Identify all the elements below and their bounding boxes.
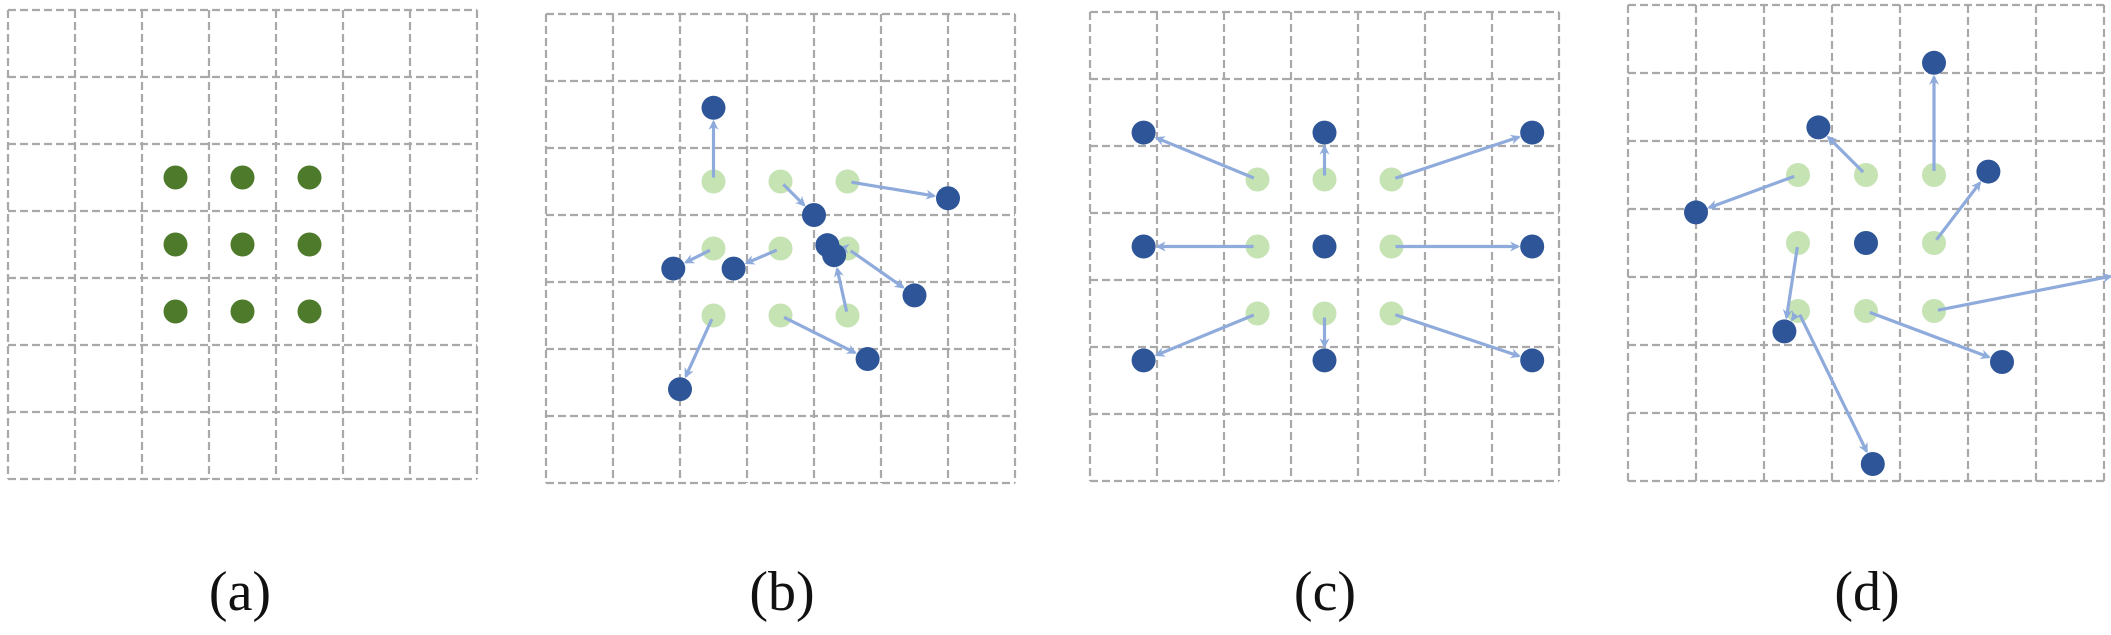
original-sampling-point (701, 169, 726, 194)
original-sampling-point (1312, 167, 1337, 192)
offset-sampling-point (1520, 234, 1545, 259)
offset-arrow (1937, 272, 2111, 312)
offset-arrow (1707, 174, 1795, 210)
offset-arrow (1798, 313, 1869, 454)
offset-arrow (744, 248, 778, 265)
offset-sampling-point (936, 186, 960, 211)
sampling-point (163, 299, 188, 324)
offset-arrow (851, 180, 937, 200)
offset-arrow (684, 248, 711, 264)
original-sampling-point (1786, 231, 1810, 255)
sampling-point (230, 232, 255, 257)
offset-arrow (1790, 310, 1801, 322)
offset-sampling-point (1131, 234, 1156, 259)
offset-arrow (1154, 136, 1255, 180)
grid (1626, 3, 2106, 483)
sampling-point (230, 299, 255, 324)
caption-a: (a) (209, 561, 271, 623)
caption-c: (c) (1294, 561, 1356, 623)
offset-arrow (833, 266, 849, 312)
offset-arrow (684, 318, 714, 379)
offset-arrow (783, 315, 857, 355)
grid (6, 8, 479, 481)
original-sampling-point (1379, 234, 1404, 259)
offset-arrow (1935, 181, 1982, 241)
original-sampling-point (1245, 167, 1270, 192)
offset-sampling-point (1976, 159, 2001, 184)
offset-sampling-point (902, 283, 927, 308)
original-sampling-point (701, 236, 726, 261)
offset-arrow (1154, 313, 1255, 357)
offset-sampling-point (1854, 231, 1878, 255)
grid (544, 12, 1017, 485)
panel-a (6, 8, 479, 481)
sampling-point (297, 299, 322, 324)
original-sampling-point (1379, 301, 1404, 326)
offset-sampling-point (1806, 115, 1831, 140)
original-sampling-point (701, 303, 726, 328)
offset-arrow (1394, 313, 1521, 359)
offset-sampling-point (1772, 319, 1797, 344)
offset-arrow (1394, 134, 1521, 180)
offset-sampling-point (1131, 120, 1156, 145)
offset-sampling-point (1922, 50, 1946, 75)
original-sampling-point (1854, 299, 1878, 323)
offset-arrow (782, 183, 806, 207)
offset-sampling-point (802, 203, 826, 227)
offset-arrow (1782, 246, 1799, 320)
offset-sampling-point (721, 256, 746, 281)
offset-sampling-point (701, 95, 726, 120)
sampling-point (163, 232, 188, 257)
offset-sampling-point (1520, 120, 1545, 145)
caption-d: (d) (1834, 561, 1899, 623)
panel-b (544, 12, 1017, 485)
sampling-point (230, 165, 255, 190)
caption-b: (b) (749, 561, 814, 623)
offset-sampling-point (1520, 348, 1545, 373)
panel-c (1088, 10, 1561, 483)
offset-sampling-point (661, 256, 686, 281)
offset-sampling-point (1312, 120, 1337, 145)
original-sampling-point (835, 169, 860, 194)
offset-arrow (1869, 310, 1991, 359)
offset-arrow (1826, 135, 1865, 174)
original-sampling-point (1922, 163, 1946, 187)
sampling-point (297, 165, 322, 190)
original-sampling-point (768, 303, 793, 328)
sampling-point (163, 165, 188, 190)
offset-sampling-point (668, 377, 692, 402)
grid (1088, 10, 1561, 483)
offset-sampling-point (1990, 350, 2014, 374)
sampling-point (297, 232, 322, 257)
original-sampling-point (768, 236, 793, 261)
offset-sampling-point (1684, 200, 1708, 225)
offset-arrow (849, 249, 905, 289)
panel-d (1626, 3, 2111, 483)
original-sampling-point (1786, 163, 1810, 187)
original-sampling-point (1379, 167, 1404, 192)
offset-sampling-point (1860, 452, 1885, 476)
original-sampling-point (1922, 299, 1946, 323)
offset-sampling-point (1131, 348, 1156, 373)
original-sampling-point (835, 303, 860, 328)
original-sampling-point (1245, 234, 1270, 259)
original-sampling-point (1245, 301, 1270, 326)
original-sampling-point (1312, 301, 1337, 326)
offset-sampling-point (822, 243, 847, 268)
offset-sampling-point (1312, 348, 1337, 373)
offset-sampling-point (855, 347, 880, 372)
offset-sampling-point (1312, 234, 1337, 259)
